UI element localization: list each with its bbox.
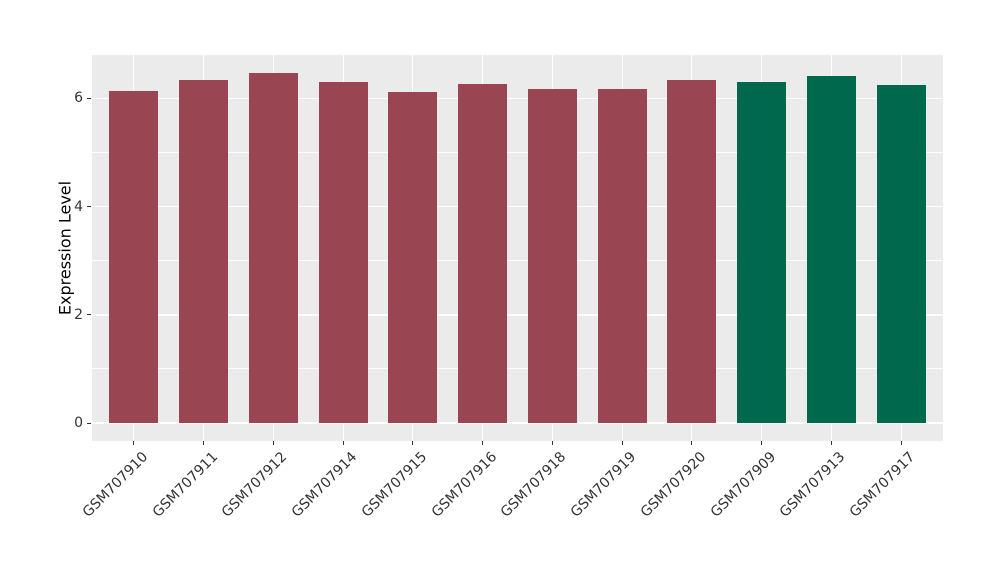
gridline-minor bbox=[92, 260, 943, 262]
bar-GSM707911 bbox=[179, 80, 228, 424]
bar-GSM707920 bbox=[667, 79, 717, 424]
x-tick-mark bbox=[621, 441, 623, 445]
x-tick-mark bbox=[482, 441, 484, 445]
x-tick-mark bbox=[900, 441, 902, 445]
x-tick-mark bbox=[761, 441, 763, 445]
bar-GSM707912 bbox=[248, 73, 298, 424]
x-tick-mark bbox=[830, 441, 832, 445]
bar-GSM707917 bbox=[876, 84, 926, 424]
bar-GSM707913 bbox=[806, 76, 856, 424]
gridline-major bbox=[92, 422, 943, 424]
x-tick-mark bbox=[412, 441, 414, 445]
bar-GSM707918 bbox=[527, 89, 577, 424]
bar-GSM707916 bbox=[458, 83, 508, 424]
gridline-major bbox=[92, 314, 943, 316]
x-tick-label: GSM707910 bbox=[79, 449, 152, 521]
y-tick-label: 6 bbox=[74, 90, 83, 107]
bar-GSM707909 bbox=[737, 82, 787, 424]
y-tick-label: 2 bbox=[74, 306, 83, 323]
x-tick-mark bbox=[551, 441, 553, 445]
y-tick-mark bbox=[87, 422, 91, 424]
gridline-major bbox=[92, 205, 943, 208]
bar-GSM707914 bbox=[318, 82, 368, 424]
x-tick-mark bbox=[133, 441, 135, 445]
y-tick-mark bbox=[87, 314, 91, 316]
gridline-minor bbox=[92, 368, 943, 370]
bar-GSM707919 bbox=[597, 89, 647, 424]
bar-GSM707910 bbox=[109, 90, 159, 424]
x-tick-mark bbox=[691, 441, 693, 445]
y-tick-label: 4 bbox=[74, 198, 83, 215]
y-tick-mark bbox=[87, 97, 91, 99]
y-tick-label: 0 bbox=[74, 415, 83, 432]
y-tick-mark bbox=[87, 206, 91, 208]
y-axis-title: Expression Level bbox=[55, 180, 75, 316]
x-tick-mark bbox=[272, 441, 274, 445]
x-tick-mark bbox=[342, 441, 344, 445]
bar-GSM707915 bbox=[388, 92, 438, 424]
x-tick-mark bbox=[203, 441, 205, 445]
plot-panel bbox=[92, 55, 943, 441]
gridline-minor bbox=[92, 151, 943, 153]
gridline-major bbox=[92, 97, 943, 100]
